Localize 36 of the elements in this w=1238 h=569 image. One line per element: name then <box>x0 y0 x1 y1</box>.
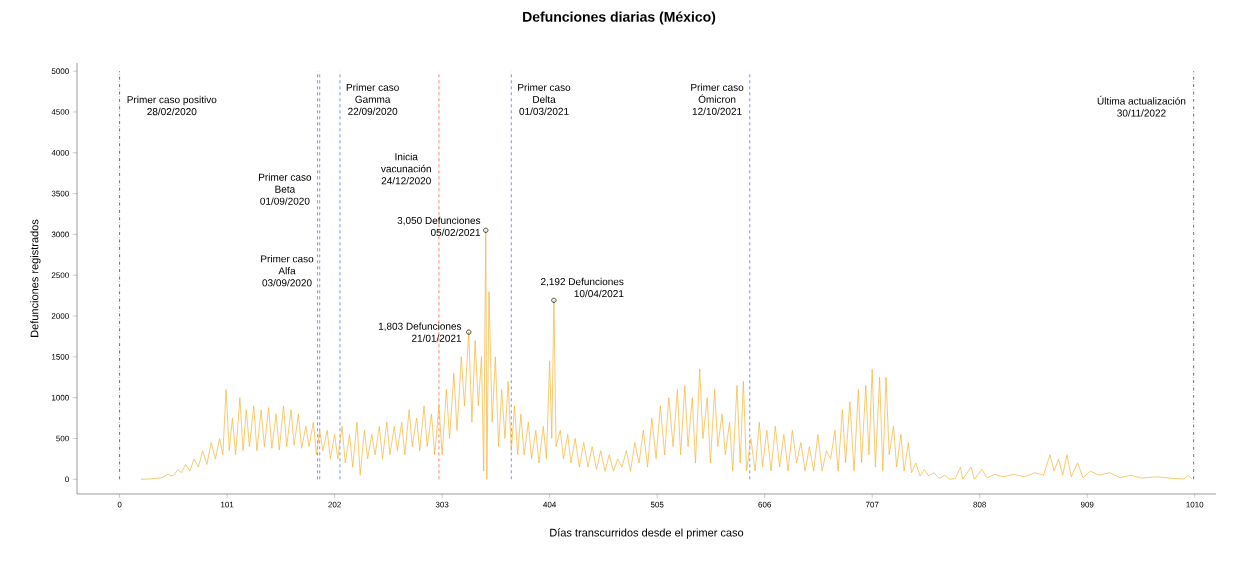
x-tick-label: 606 <box>758 501 771 508</box>
ref-line-label: Primer caso positivo 28/02/2020 <box>127 95 217 116</box>
y-tick-label: 1500 <box>52 354 69 360</box>
x-tick-label: 404 <box>543 501 557 508</box>
y-tick-label: 3500 <box>51 190 69 197</box>
ref-line-label: Primer caso Alfa 03/09/2020 <box>261 255 314 287</box>
y-tick-label: 4000 <box>51 149 69 156</box>
ref-line-label: Primer caso Delta 01/03/2021 <box>518 83 571 115</box>
y-tick-label: 2500 <box>51 272 69 279</box>
y-tick-label: 0 <box>65 476 69 483</box>
y-tick-label: 1000 <box>52 394 69 401</box>
x-tick-label: 808 <box>973 501 986 508</box>
y-tick-label: 500 <box>56 435 69 442</box>
y-axis-title: Defunciones registrados <box>30 219 41 337</box>
ref-line-label: Primer caso Beta 01/09/2020 <box>259 173 312 205</box>
x-tick-label: 0 <box>117 501 122 508</box>
ref-line-label: Primer caso Ómicron 12/10/2021 <box>691 83 744 115</box>
y-tick-label: 5000 <box>51 68 69 74</box>
y-tick-label: 2000 <box>51 313 69 319</box>
x-axis-title: Días transcurridos desde el primer caso <box>550 528 744 539</box>
ref-line-label: Última actualización 30/11/2022 <box>1097 95 1186 117</box>
y-tick-label: 4500 <box>51 109 69 115</box>
x-tick-label: 707 <box>865 501 879 508</box>
x-tick-label: 505 <box>650 501 664 508</box>
x-tick-label: 101 <box>221 501 234 508</box>
chart-title: Defunciones diarias (México) <box>523 11 716 25</box>
x-tick-label: 202 <box>328 501 341 508</box>
x-tick-label: 1010 <box>1186 501 1204 508</box>
ref-line-label: Inicia vacunación 24/12/2020 <box>380 152 431 185</box>
ref-line-label: Primer caso Gamma 22/09/2020 <box>346 83 399 115</box>
y-tick-label: 3000 <box>51 231 69 238</box>
x-tick-label: 909 <box>1080 501 1094 508</box>
annotation: 3,050 Defunciones 05/02/2021 <box>397 216 481 236</box>
x-tick-label: 303 <box>435 501 449 508</box>
annotation: 2,192 Defunciones 10/04/2021 <box>541 277 624 298</box>
annotation: 1,803 Defunciones 21/01/2021 <box>378 322 462 342</box>
